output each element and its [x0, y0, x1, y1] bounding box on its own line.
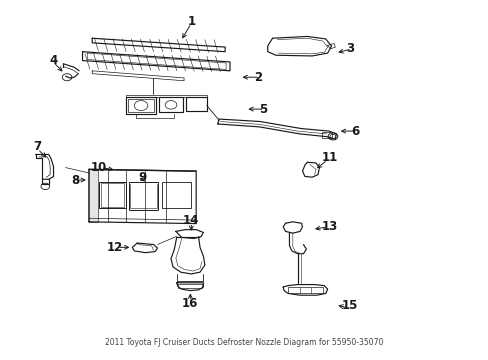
Text: 1: 1: [187, 15, 195, 28]
Text: 6: 6: [350, 125, 358, 138]
Bar: [159, 97, 183, 112]
Text: 11: 11: [321, 151, 337, 164]
Text: 14: 14: [183, 214, 199, 227]
Bar: [101, 183, 124, 207]
Text: 2: 2: [254, 71, 262, 84]
Text: 8: 8: [71, 174, 79, 186]
Text: 7: 7: [34, 140, 41, 153]
Bar: [186, 97, 206, 111]
Text: 5: 5: [259, 103, 267, 116]
Text: 16: 16: [182, 297, 198, 310]
Bar: [287, 287, 322, 293]
Text: 13: 13: [321, 220, 337, 233]
Text: 10: 10: [90, 161, 106, 174]
Bar: [178, 284, 202, 288]
Text: 3: 3: [346, 42, 353, 55]
Bar: [128, 99, 153, 112]
Text: 15: 15: [341, 299, 357, 312]
Text: 9: 9: [138, 171, 146, 184]
Bar: [126, 97, 156, 114]
Text: 12: 12: [106, 241, 122, 254]
Text: 2011 Toyota FJ Cruiser Ducts Defroster Nozzle Diagram for 55950-35070: 2011 Toyota FJ Cruiser Ducts Defroster N…: [105, 338, 383, 347]
Bar: [129, 182, 158, 210]
Text: 4: 4: [49, 54, 58, 67]
Bar: [99, 182, 126, 208]
Bar: [321, 132, 332, 138]
Bar: [162, 182, 191, 208]
Polygon shape: [89, 169, 97, 222]
